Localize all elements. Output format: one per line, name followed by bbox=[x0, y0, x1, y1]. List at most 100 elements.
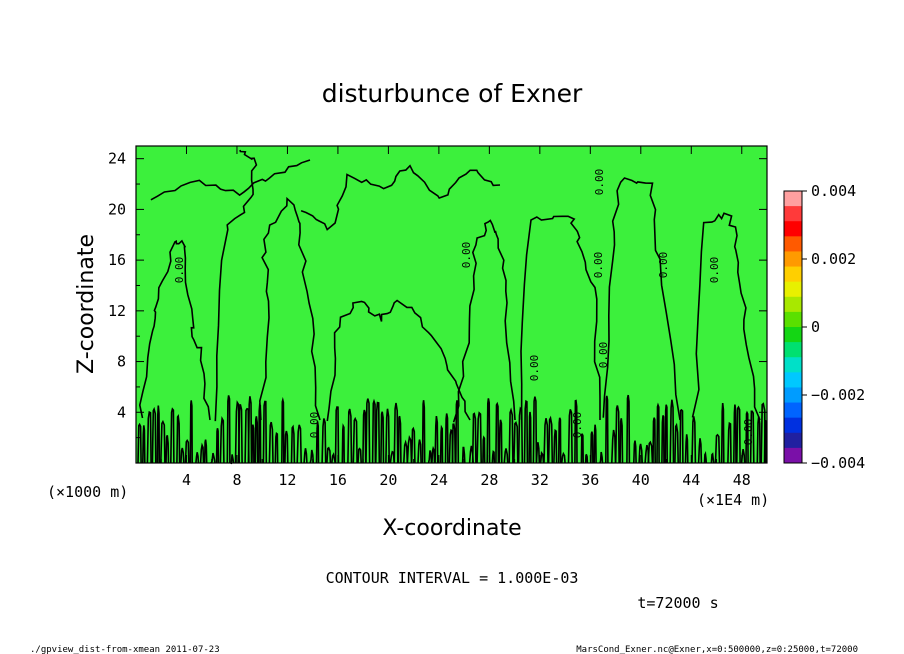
contour-line bbox=[491, 450, 496, 464]
contour-line bbox=[580, 433, 584, 464]
contour-line bbox=[697, 438, 703, 464]
contour-line bbox=[362, 409, 367, 464]
contour-line bbox=[532, 396, 538, 464]
contour-line bbox=[258, 196, 321, 421]
contour-line bbox=[553, 428, 558, 464]
time-label: t=72000 s bbox=[637, 594, 718, 612]
contour-line bbox=[296, 424, 302, 464]
contour-line bbox=[523, 399, 529, 464]
contour-line bbox=[427, 450, 433, 464]
contour-line bbox=[385, 408, 390, 464]
contour-line bbox=[652, 417, 656, 464]
contour-line bbox=[513, 421, 519, 464]
contour-line bbox=[417, 439, 422, 464]
colorbar-tick-label: 0.004 bbox=[811, 182, 856, 200]
contour-line bbox=[347, 408, 353, 464]
contour-line bbox=[664, 404, 668, 464]
contour-line bbox=[745, 410, 749, 464]
x-tick-label: 12 bbox=[278, 471, 296, 489]
contour-line bbox=[357, 447, 362, 464]
colorbar-tick-label: 0 bbox=[811, 318, 820, 336]
contour-interval: CONTOUR INTERVAL = 1.000E-03 bbox=[326, 569, 579, 587]
contour-line bbox=[476, 411, 482, 464]
contour-line bbox=[326, 299, 471, 422]
x-tick-label: 24 bbox=[430, 471, 448, 489]
contour-line bbox=[138, 239, 211, 421]
colorbar-swatch bbox=[784, 432, 802, 449]
contour-line bbox=[170, 407, 175, 464]
contour-line bbox=[326, 446, 332, 464]
contour-line bbox=[315, 421, 320, 464]
contour-line bbox=[567, 409, 573, 464]
contour-line bbox=[543, 418, 549, 464]
contour-line bbox=[406, 434, 413, 464]
contour-line bbox=[733, 404, 737, 464]
contour-line bbox=[410, 426, 416, 464]
y-axis: 4 8 12 16 20 24 bbox=[108, 150, 767, 439]
x-tick-label: 44 bbox=[682, 471, 700, 489]
contour-line bbox=[611, 429, 617, 464]
colorbar-swatch bbox=[784, 417, 802, 434]
contour-line bbox=[599, 451, 604, 464]
contour-line bbox=[674, 422, 679, 464]
contour-line bbox=[703, 450, 708, 464]
x-unit-left: (×1000 m) bbox=[47, 483, 128, 501]
colorbar-swatch bbox=[784, 206, 802, 222]
contour-line bbox=[380, 411, 385, 464]
colorbar-swatch bbox=[784, 281, 802, 298]
footer-left: ./gpview_dist-from-xmean 2011-07-23 bbox=[30, 645, 220, 654]
contour-line bbox=[626, 394, 631, 464]
contour-line bbox=[219, 416, 225, 464]
contour-line bbox=[262, 400, 268, 464]
colorbar-swatch bbox=[784, 236, 802, 252]
colorbar-tick-label: 0.002 bbox=[811, 250, 856, 268]
contour-line bbox=[254, 416, 259, 464]
contour-line bbox=[461, 446, 466, 464]
contour-label: 0.00 bbox=[571, 412, 584, 439]
contour-label: 0.00 bbox=[592, 252, 605, 279]
contour-line bbox=[393, 402, 399, 464]
plot-frame bbox=[135, 145, 768, 464]
contour-label: 0.00 bbox=[593, 169, 606, 196]
contour-line bbox=[199, 442, 205, 464]
contour-line bbox=[710, 452, 715, 464]
contour-line bbox=[146, 410, 152, 464]
contour-line bbox=[247, 396, 253, 464]
contour-line bbox=[720, 403, 725, 464]
contour-line bbox=[619, 418, 624, 464]
contour-lines bbox=[137, 149, 768, 465]
contour-label: 0.00 bbox=[597, 342, 610, 369]
contour-line bbox=[669, 399, 675, 464]
colorbar-swatch bbox=[784, 357, 802, 373]
contour-line bbox=[334, 406, 340, 464]
contour-line bbox=[593, 424, 597, 464]
contour-line bbox=[303, 448, 308, 464]
y-axis-label: Z-coordinate bbox=[74, 234, 99, 374]
x-axis-label: X-coordinate bbox=[382, 516, 521, 541]
contour-line bbox=[165, 435, 170, 464]
y-tick-label: 8 bbox=[117, 353, 126, 371]
colorbar-swatch bbox=[784, 447, 802, 464]
contour-line bbox=[749, 410, 755, 464]
contour-line bbox=[237, 404, 243, 464]
contour-line bbox=[638, 443, 643, 464]
contour-line bbox=[590, 431, 594, 464]
contour-line bbox=[150, 159, 311, 201]
contour-line bbox=[517, 406, 524, 464]
contour-line bbox=[547, 415, 554, 464]
x-tick-label: 4 bbox=[182, 471, 191, 489]
plot-area: 0.00 0.00 0.00 0.00 0.00 0.00 0.00 0.00 0.00 0.00… bbox=[135, 145, 768, 465]
contour-line bbox=[421, 400, 426, 464]
contour-line bbox=[647, 440, 654, 464]
colorbar-swatch bbox=[784, 327, 802, 343]
colorbar-swatch bbox=[784, 372, 802, 388]
contour-line bbox=[309, 449, 315, 464]
contour-line bbox=[214, 149, 258, 422]
contour-line bbox=[251, 424, 255, 464]
contour-line bbox=[284, 430, 289, 464]
contour-line bbox=[714, 433, 721, 464]
contour-line bbox=[180, 447, 185, 464]
colorbar-swatch bbox=[784, 191, 802, 207]
x-tick-label: 8 bbox=[232, 471, 241, 489]
contour-labels: 0.00 0.00 0.00 0.00 0.00 0.00 0.00 0.00 0.00 0.00… bbox=[173, 169, 755, 446]
